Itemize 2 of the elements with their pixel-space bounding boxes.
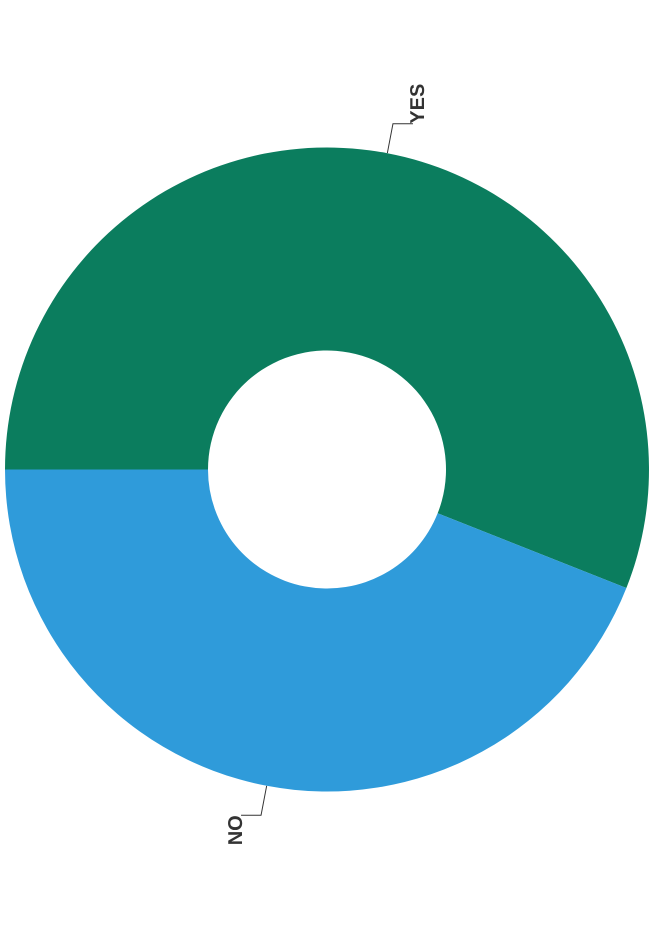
slice-label: YES [406,84,429,124]
slice-label: NO [225,815,248,846]
